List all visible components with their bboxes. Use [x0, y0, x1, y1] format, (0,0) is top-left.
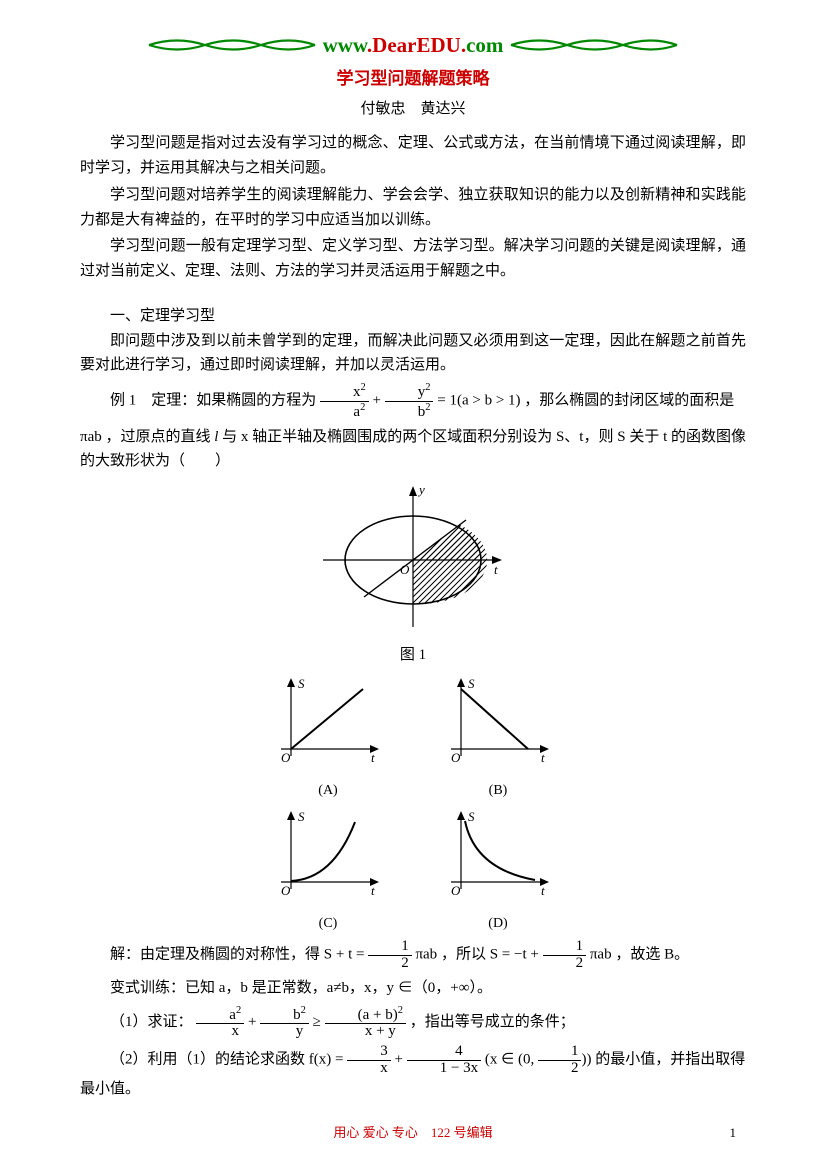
figure1-caption: 图 1 — [80, 643, 746, 668]
svg-text:y: y — [417, 482, 425, 497]
choice-D-graph: S t O — [443, 807, 553, 902]
sol-tail: ，故选 B。 — [615, 947, 689, 963]
ellipse-eq-frac1: x2a2 — [320, 382, 369, 421]
svg-text:O: O — [281, 750, 291, 765]
svg-text:S: S — [468, 676, 475, 691]
choice-C: S t O (C) — [273, 807, 383, 936]
svg-text:t: t — [541, 750, 545, 765]
svg-text:O: O — [400, 562, 410, 577]
doc-title: 学习型问题解题策略 — [80, 65, 746, 93]
ex1-cond: (a > b > 1) — [457, 393, 521, 409]
intro-p1: 学习型问题是指对过去没有学习过的概念、定理、公式或方法，在当前情境下通过阅读理解… — [80, 131, 746, 181]
var-q1-lead: （1）求证： — [110, 1014, 193, 1030]
svg-text:t: t — [541, 883, 545, 898]
ex1-tail: ，那么椭圆的封闭区域的面积是 — [524, 393, 734, 409]
variation-q1: （1）求证： a2x + b2y ≥ (a + b)2x + y ，指出等号成立… — [80, 1005, 746, 1041]
section1-head: 一、定理学习型 — [80, 304, 746, 329]
svg-text:t: t — [371, 883, 375, 898]
url-prefix: www — [323, 33, 367, 57]
choice-B-label: (B) — [443, 779, 553, 802]
svg-text:S: S — [468, 809, 475, 824]
url-brand: DearEDU — [372, 33, 461, 57]
variation-lead: 变式训练：已知 a，b 是正常数，a≠b，x，y ∈（0，+∞）。 — [80, 976, 746, 1001]
svg-text:O: O — [281, 883, 291, 898]
authors: 付敏忠 黄达兴 — [80, 97, 746, 122]
choice-A: S t O (A) — [273, 674, 383, 803]
variation-q2: （2）利用（1）的结论求函数 f(x) = 3x + 41 − 3x (x ∈ … — [80, 1044, 746, 1101]
svg-text:t: t — [371, 750, 375, 765]
ex1-lead: 例 1 定理：如果椭圆的方程为 — [110, 393, 320, 409]
site-url: www.DearEDU.com — [323, 28, 504, 63]
choices-row1: S t O (A) S t O (B) — [80, 674, 746, 803]
var-q1-tail: ，指出等号成立的条件； — [410, 1014, 575, 1030]
svg-text:t: t — [494, 562, 498, 577]
choice-B-graph: S t O — [443, 674, 553, 769]
choice-D: S t O (D) — [443, 807, 553, 936]
figure1: y t O — [80, 482, 746, 641]
solution: 解：由定理及椭圆的对称性，得 S + t = 12 πab ，所以 S = −t… — [80, 939, 746, 972]
var-q2-lead: （2）利用（1）的结论求函数 — [110, 1052, 309, 1068]
intro-p2: 学习型问题对培养学生的阅读理解能力、学会会学、独立获取知识的能力以及创新精神和实… — [80, 183, 746, 233]
example1-statement: 例 1 定理：如果椭圆的方程为 x2a2 + y2b2 = 1(a > b > … — [80, 382, 746, 421]
svg-text:O: O — [451, 883, 461, 898]
ex1-l2a: πab ，过原点的直线 — [80, 429, 214, 445]
choices-row2: S t O (C) S t O (D) — [80, 807, 746, 936]
flourish-right-icon — [509, 34, 679, 56]
choice-A-graph: S t O — [273, 674, 383, 769]
flourish-left-icon — [147, 34, 317, 56]
choice-C-graph: S t O — [273, 807, 383, 902]
page-number: 1 — [730, 1122, 737, 1143]
choice-B: S t O (B) — [443, 674, 553, 803]
intro-p3: 学习型问题一般有定理学习型、定义学习型、方法学习型。解决学习问题的关键是阅读理解… — [80, 234, 746, 284]
example1-line2: πab ，过原点的直线 l 与 x 轴正半轴及椭圆围成的两个区域面积分别设为 S… — [80, 425, 746, 475]
sol-lead: 解：由定理及椭圆的对称性，得 — [110, 947, 324, 963]
url-suffix: com — [466, 33, 503, 57]
svg-text:O: O — [451, 750, 461, 765]
figure1-svg: y t O — [318, 482, 508, 632]
choice-A-label: (A) — [273, 779, 383, 802]
footer-text: 用心 爱心 专心 122 号编辑 — [0, 1122, 826, 1143]
section1-p1: 即问题中涉及到以前未曾学到的定理，而解决此问题又必须用到这一定理，因此在解题之前… — [80, 329, 746, 379]
choice-D-label: (D) — [443, 912, 553, 935]
svg-text:S: S — [298, 809, 305, 824]
ellipse-eq-frac2: y2b2 — [385, 382, 434, 421]
svg-text:S: S — [298, 676, 305, 691]
choice-C-label: (C) — [273, 912, 383, 935]
sol-mid: ，所以 — [441, 947, 490, 963]
header-band: www.DearEDU.com — [80, 28, 746, 63]
